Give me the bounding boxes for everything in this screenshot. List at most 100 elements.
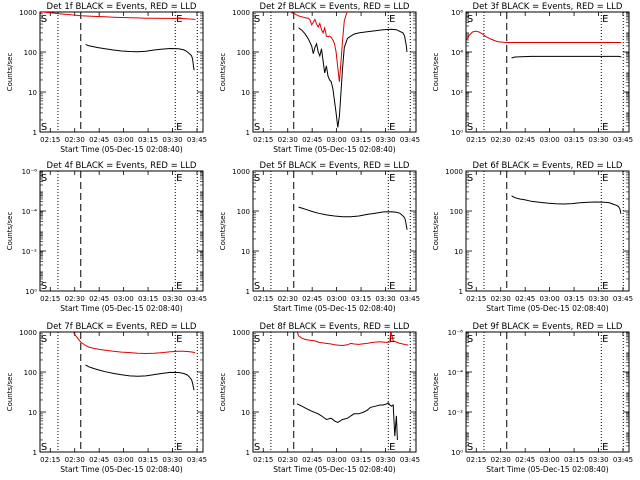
- x-tick-label: 02:45: [302, 136, 322, 144]
- chart-panel-1: Det 1f BLACK = Events, RED = LLD Counts/s…: [6, 2, 207, 154]
- x-tick-label: 03:15: [351, 456, 371, 464]
- y-axis-label: Counts/sec: [6, 53, 14, 92]
- x-tick-label: 02:30: [491, 136, 511, 144]
- y-tick-label: 100: [237, 208, 250, 216]
- x-tick-label: 02:30: [491, 295, 511, 303]
- x-tick-label: 02:30: [278, 136, 298, 144]
- x-tick-label: 02:45: [89, 456, 109, 464]
- series-line: [298, 27, 408, 128]
- chart-title: Det 4f BLACK = Events, RED = LLD: [47, 161, 197, 171]
- x-tick-label: 02:45: [89, 136, 109, 144]
- marker-label: S: [41, 173, 47, 184]
- x-tick-label: 03:15: [564, 136, 584, 144]
- x-tick-label: 03:00: [114, 136, 134, 144]
- y-tick-label: 1000: [19, 9, 37, 17]
- marker-label-bottom: S: [467, 122, 473, 133]
- x-tick-label: 03:00: [540, 295, 560, 303]
- x-axis-label: Start Time (05-Dec-15 02:08:40): [60, 145, 182, 154]
- y-tick-label: 10⁴: [451, 49, 463, 57]
- x-tick-label: 03:45: [187, 136, 207, 144]
- chart-title: Det 1f BLACK = Events, RED = LLD: [47, 2, 197, 12]
- marker-label: E: [602, 173, 608, 184]
- y-tick-label: 1000: [232, 9, 250, 17]
- x-tick-label: 03:30: [375, 456, 395, 464]
- y-tick-label: 100: [237, 369, 250, 377]
- x-axis-label: Start Time (05-Dec-15 02:08:40): [486, 465, 608, 474]
- marker-label: E: [389, 14, 395, 25]
- series-line: [85, 43, 195, 71]
- marker-label: S: [254, 14, 260, 25]
- chart-panel-7: Det 7f BLACK = Events, RED = LLD Counts/s…: [6, 322, 207, 474]
- x-tick-label: 03:00: [327, 295, 347, 303]
- chart-title: Det 5f BLACK = Events, RED = LLD: [260, 161, 410, 171]
- y-tick-label: 10⁻⁶: [448, 329, 464, 337]
- y-axis-label: Counts/sec: [219, 373, 227, 412]
- y-axis-label: Counts/sec: [432, 373, 440, 412]
- x-tick-label: 03:30: [162, 136, 182, 144]
- x-tick-label: 02:15: [40, 136, 60, 144]
- x-tick-label: 03:00: [327, 456, 347, 464]
- plot-frame: [39, 170, 204, 292]
- marker-label: S: [254, 173, 260, 184]
- chart-panel-2: Det 2f BLACK = Events, RED = LLD Counts/s…: [219, 2, 420, 154]
- y-tick-label: 1: [33, 449, 37, 457]
- x-axis-label: Start Time (05-Dec-15 02:08:40): [273, 145, 395, 154]
- y-axis-label: Counts/sec: [219, 212, 227, 251]
- y-tick-label: 10⁶: [451, 9, 463, 17]
- x-axis-label: Start Time (05-Dec-15 02:08:40): [273, 465, 395, 474]
- x-tick-label: 03:45: [400, 295, 420, 303]
- marker-label-bottom: S: [41, 122, 47, 133]
- x-tick-label: 03:15: [351, 136, 371, 144]
- y-tick-label: 10: [241, 89, 250, 97]
- series-line: [296, 402, 398, 441]
- plot-frame: [39, 331, 204, 453]
- x-axis-label: Start Time (05-Dec-15 02:08:40): [486, 304, 608, 313]
- y-tick-label: 1000: [445, 168, 463, 176]
- x-tick-label: 02:15: [466, 295, 486, 303]
- y-tick-label: 10: [28, 409, 37, 417]
- y-tick-label: 10⁻²: [22, 248, 38, 256]
- y-tick-label: 100: [24, 369, 37, 377]
- x-tick-label: 03:45: [400, 456, 420, 464]
- marker-label-bottom: E: [176, 442, 182, 453]
- chart-title: Det 2f BLACK = Events, RED = LLD: [260, 2, 410, 12]
- plot-frame: [252, 11, 417, 133]
- chart-title: Det 3f BLACK = Events, RED = LLD: [473, 2, 623, 12]
- y-axis-label: Counts/sec: [6, 373, 14, 412]
- series-line: [72, 332, 196, 355]
- y-tick-label: 1: [33, 129, 37, 137]
- x-tick-label: 03:00: [540, 136, 560, 144]
- chart-title: Det 8f BLACK = Events, RED = LLD: [260, 322, 410, 332]
- x-tick-label: 02:30: [278, 295, 298, 303]
- plot-frame: [465, 11, 630, 133]
- y-axis-label: Counts/sec: [432, 53, 440, 92]
- x-tick-label: 03:45: [613, 295, 633, 303]
- plot-frame: [252, 170, 417, 292]
- series-line: [466, 30, 622, 43]
- marker-label-bottom: E: [176, 122, 182, 133]
- x-tick-label: 03:30: [375, 295, 395, 303]
- x-tick-label: 02:45: [515, 136, 535, 144]
- x-tick-label: 03:30: [375, 136, 395, 144]
- chart-panel-9: Det 9f BLACK = Events, RED = LLD Counts/s…: [432, 322, 633, 474]
- y-tick-label: 10: [454, 248, 463, 256]
- marker-label-bottom: S: [41, 281, 47, 292]
- chart-panel-5: Det 5f BLACK = Events, RED = LLD Counts/s…: [219, 161, 420, 313]
- x-tick-label: 02:45: [302, 295, 322, 303]
- marker-label: E: [389, 173, 395, 184]
- x-tick-label: 02:15: [253, 295, 273, 303]
- chart-panel-4: Det 4f BLACK = Events, RED = LLD Counts/s…: [6, 161, 207, 313]
- y-axis-label: Counts/sec: [6, 212, 14, 251]
- series-line: [40, 12, 196, 20]
- y-tick-label: 10⁰: [451, 129, 463, 137]
- x-tick-label: 02:30: [65, 456, 85, 464]
- y-tick-label: 10⁰: [451, 449, 463, 457]
- x-tick-label: 03:15: [138, 295, 158, 303]
- plot-frame: [465, 170, 630, 292]
- x-tick-label: 03:15: [138, 136, 158, 144]
- marker-label-bottom: S: [467, 442, 473, 453]
- x-tick-label: 02:15: [466, 136, 486, 144]
- marker-label: E: [389, 334, 395, 345]
- marker-label-bottom: E: [389, 122, 395, 133]
